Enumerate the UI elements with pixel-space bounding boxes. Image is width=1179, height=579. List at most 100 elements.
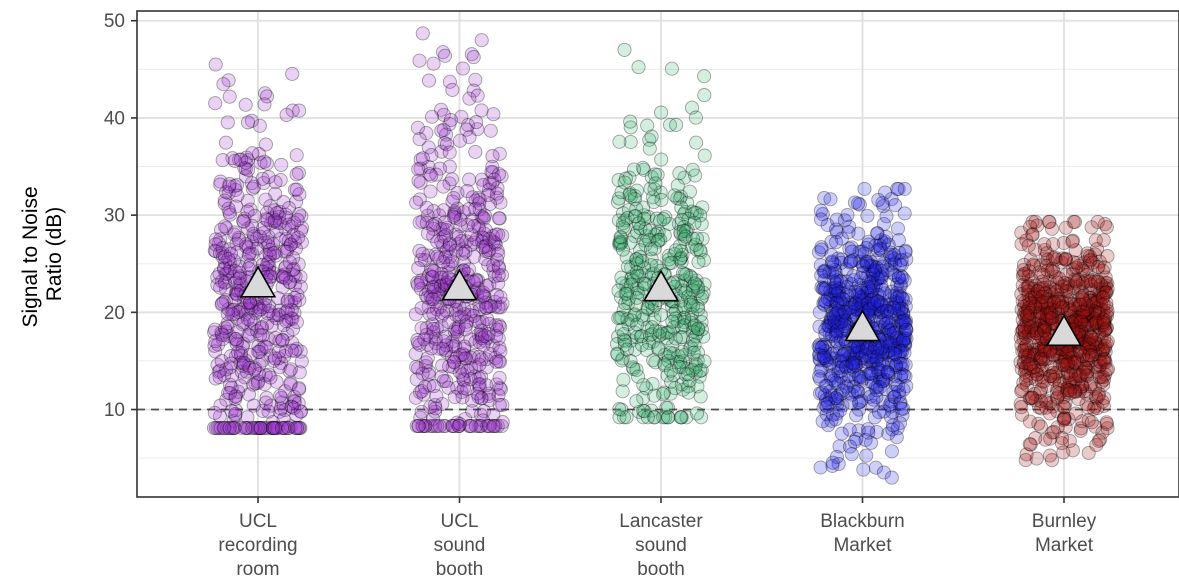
data-point	[239, 150, 254, 165]
data-point	[1089, 437, 1104, 453]
data-point	[213, 177, 228, 192]
data-point	[210, 270, 225, 285]
data-point	[244, 176, 259, 191]
data-point	[823, 192, 838, 207]
data-point	[232, 265, 247, 280]
data-point	[278, 207, 293, 222]
data-point	[292, 420, 307, 436]
data-point	[218, 282, 234, 297]
data-point	[216, 250, 231, 265]
x-tick-label: Burnley Market	[1032, 511, 1097, 556]
data-point	[436, 334, 451, 349]
data-point	[219, 362, 234, 377]
data-point	[241, 302, 256, 317]
data-point	[233, 269, 248, 284]
data-point	[240, 204, 255, 219]
data-point	[223, 360, 238, 375]
x-tick-label-line: recording	[218, 535, 297, 556]
data-point	[228, 389, 243, 404]
data-points	[206, 26, 1116, 485]
data-point	[258, 420, 273, 436]
data-point	[492, 397, 507, 412]
data-point	[257, 377, 272, 392]
data-point	[283, 375, 298, 390]
data-point	[630, 317, 645, 332]
data-point	[875, 282, 890, 298]
data-point	[1014, 400, 1029, 415]
data-point	[244, 301, 259, 316]
data-point	[436, 179, 451, 194]
data-point	[239, 239, 254, 254]
grid	[137, 11, 1179, 497]
data-point	[224, 380, 239, 395]
data-point	[257, 97, 272, 112]
x-tick-label-line: booth	[436, 559, 484, 579]
data-point	[228, 332, 243, 347]
data-point	[849, 408, 864, 423]
data-point	[244, 113, 259, 128]
data-point	[213, 174, 228, 189]
data-point	[486, 258, 501, 273]
data-point	[281, 420, 296, 436]
data-point	[476, 285, 491, 300]
data-point	[254, 321, 269, 336]
data-point	[255, 328, 270, 343]
data-point	[213, 420, 228, 436]
data-point	[289, 148, 304, 163]
data-point	[278, 420, 293, 436]
data-point	[276, 195, 291, 210]
data-point	[221, 385, 236, 401]
data-point	[236, 358, 251, 373]
data-point	[244, 218, 260, 233]
data-point	[474, 33, 489, 48]
data-point	[272, 232, 287, 247]
data-point	[869, 383, 884, 398]
data-point	[263, 199, 278, 214]
data-point	[428, 401, 443, 416]
data-point	[241, 420, 256, 436]
data-point	[230, 311, 245, 326]
data-point	[443, 112, 458, 128]
data-point	[1073, 423, 1088, 438]
data-point	[250, 241, 265, 256]
data-point	[260, 257, 275, 272]
data-point	[1054, 436, 1069, 451]
data-point	[240, 410, 255, 425]
data-point	[253, 155, 268, 170]
data-point	[620, 342, 635, 357]
data-point	[294, 209, 309, 224]
data-point	[249, 420, 264, 436]
data-point	[462, 172, 477, 187]
data-point	[285, 66, 300, 81]
data-point	[668, 381, 683, 396]
data-point	[256, 420, 271, 436]
data-point	[292, 206, 307, 222]
data-point	[220, 316, 235, 331]
data-point	[1044, 310, 1059, 326]
data-point	[1067, 214, 1083, 229]
data-point	[487, 172, 502, 187]
data-point	[285, 103, 300, 118]
data-point	[689, 135, 704, 150]
data-point	[230, 188, 245, 203]
data-point	[474, 103, 489, 118]
data-point	[411, 261, 426, 276]
data-point	[207, 243, 222, 258]
data-point	[241, 247, 256, 262]
data-point	[241, 327, 256, 342]
data-point	[212, 246, 228, 261]
data-point	[840, 207, 855, 223]
data-point	[409, 195, 424, 210]
data-point	[491, 227, 506, 242]
data-point	[686, 345, 701, 360]
data-point	[278, 260, 293, 275]
data-point	[253, 328, 268, 343]
data-point	[246, 226, 261, 241]
data-point	[270, 420, 285, 436]
data-point	[247, 420, 262, 436]
data-point	[258, 192, 273, 207]
data-point	[232, 152, 247, 167]
data-point	[1084, 415, 1099, 430]
data-point	[240, 312, 255, 327]
data-point	[220, 420, 235, 436]
